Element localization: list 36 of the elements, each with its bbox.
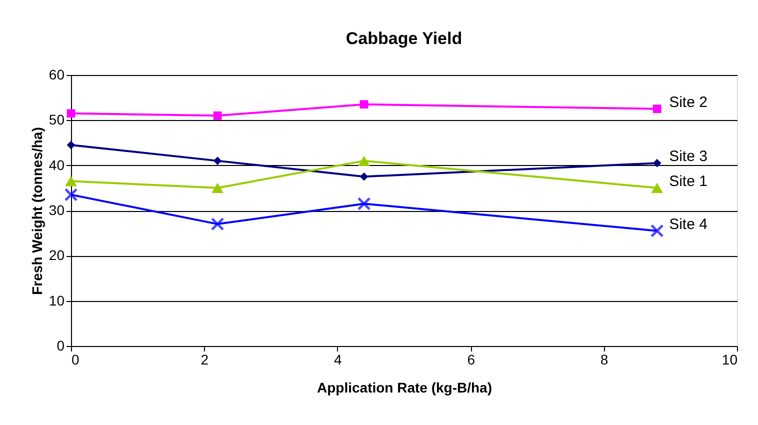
point <box>360 172 368 181</box>
point <box>213 156 222 165</box>
y-tick-label: 10 <box>48 292 65 308</box>
chart-title: Cabbage Yield <box>346 29 462 48</box>
y-tick-label: 50 <box>48 112 65 128</box>
x-tick-label: 6 <box>467 352 476 368</box>
point <box>64 188 78 202</box>
y-tick-label: 30 <box>48 202 65 218</box>
point <box>360 100 368 109</box>
x-tick-label: 4 <box>334 352 342 368</box>
y-tick-label: 20 <box>48 247 65 264</box>
x-tick-label: 0 <box>72 352 80 368</box>
point <box>650 224 664 238</box>
point <box>66 140 76 150</box>
y-tick-label: 60 <box>48 66 65 82</box>
point <box>210 217 224 231</box>
y-tick-label: 40 <box>48 156 65 173</box>
x-tick-label: 2 <box>200 352 209 368</box>
series-label: Site 4 <box>669 216 708 233</box>
series-label: Site 1 <box>669 172 708 190</box>
x-tick-label: 8 <box>600 352 608 368</box>
point <box>357 197 371 210</box>
point <box>652 158 662 168</box>
point <box>213 111 222 120</box>
point <box>66 109 76 118</box>
point <box>212 182 224 194</box>
x-tick-label: 10 <box>722 352 738 368</box>
point <box>652 104 662 114</box>
y-tick-label: 0 <box>56 338 65 354</box>
x-axis-title: Application Rate (kg-B/ha) <box>316 380 492 396</box>
y-axis-title: Fresh Weight (tonnes/ha) <box>28 127 45 295</box>
series-label: Site 2 <box>669 94 708 111</box>
point <box>65 176 77 186</box>
series-label: Site 3 <box>669 148 708 166</box>
point <box>358 156 370 166</box>
point <box>651 182 663 194</box>
